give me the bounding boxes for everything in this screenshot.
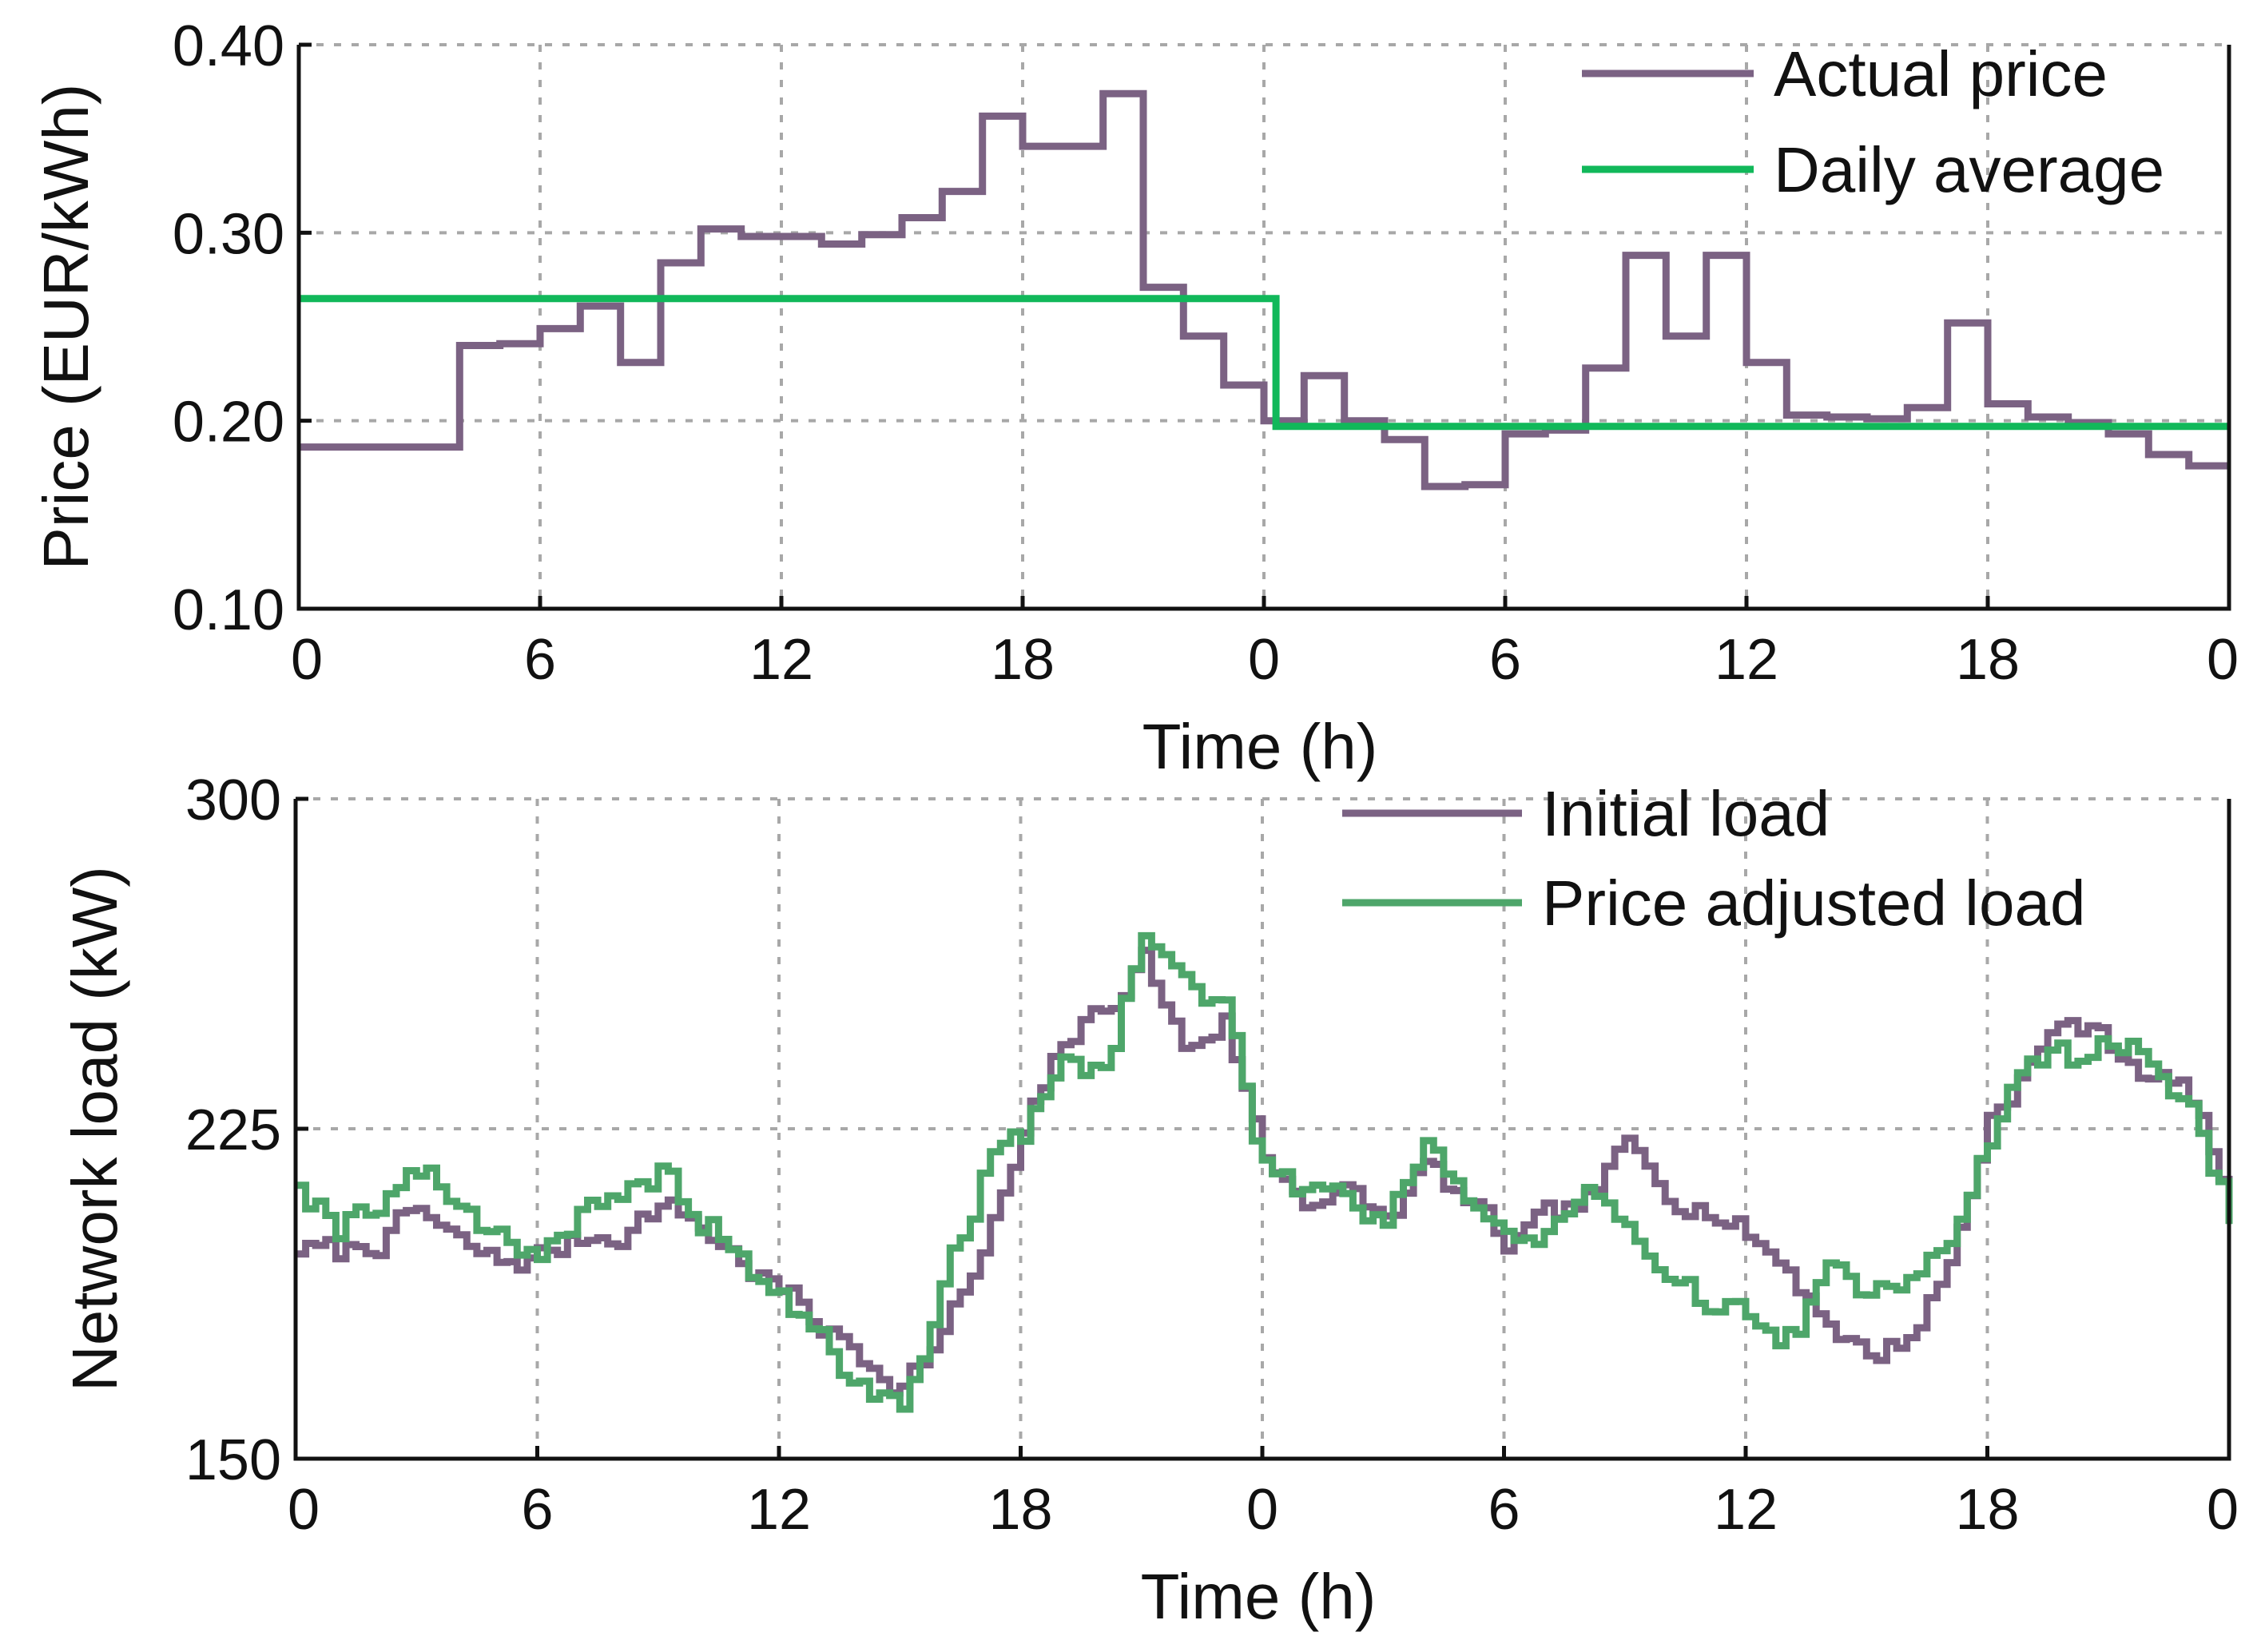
x-tick-label: 0 bbox=[1246, 1478, 1278, 1542]
series-line-actual-price bbox=[299, 89, 2229, 490]
x-tick-label: 0 bbox=[291, 628, 323, 692]
y-tick-label: 0.30 bbox=[173, 202, 284, 266]
x-tick-label: 12 bbox=[1714, 1478, 1778, 1542]
x-tick-label: 6 bbox=[1489, 628, 1521, 692]
y-tick-label: 0.40 bbox=[173, 14, 284, 78]
series-line-daily-average bbox=[299, 295, 2229, 431]
x-tick-label: 6 bbox=[524, 628, 556, 692]
legend-label: Initial load bbox=[1542, 778, 1830, 849]
x-tick-label: 12 bbox=[749, 628, 813, 692]
series-line-price-adjusted-load bbox=[296, 931, 2233, 1413]
legend-label: Daily average bbox=[1774, 134, 2164, 205]
x-tick-label: 6 bbox=[521, 1478, 553, 1542]
y-axis-title: Price (EUR/kWh) bbox=[30, 84, 101, 570]
y-tick-label: 0.20 bbox=[173, 391, 284, 455]
x-tick-label: 18 bbox=[988, 1478, 1052, 1542]
x-tick-label: 0 bbox=[288, 1478, 320, 1542]
x-tick-label: 0 bbox=[2207, 1478, 2239, 1542]
x-tick-label: 18 bbox=[991, 628, 1055, 692]
x-tick-label: 0 bbox=[2207, 628, 2239, 692]
x-tick-label: 6 bbox=[1488, 1478, 1520, 1542]
x-tick-label: 12 bbox=[747, 1478, 811, 1542]
y-axis-title: Network load (kW) bbox=[59, 866, 130, 1392]
y-tick-label: 150 bbox=[185, 1428, 281, 1492]
legend-label: Price adjusted load bbox=[1542, 868, 2085, 939]
x-axis-title: Time (h) bbox=[1142, 711, 1378, 782]
x-tick-label: 18 bbox=[1955, 1478, 2019, 1542]
y-tick-label: 225 bbox=[185, 1098, 281, 1162]
x-tick-label: 0 bbox=[1248, 628, 1280, 692]
legend-label: Actual price bbox=[1774, 38, 2108, 109]
x-axis-title: Time (h) bbox=[1141, 1561, 1377, 1632]
x-tick-label: 12 bbox=[1715, 628, 1778, 692]
y-tick-label: 300 bbox=[185, 768, 281, 832]
x-tick-label: 18 bbox=[1956, 628, 2020, 692]
y-tick-label: 0.10 bbox=[173, 578, 284, 642]
